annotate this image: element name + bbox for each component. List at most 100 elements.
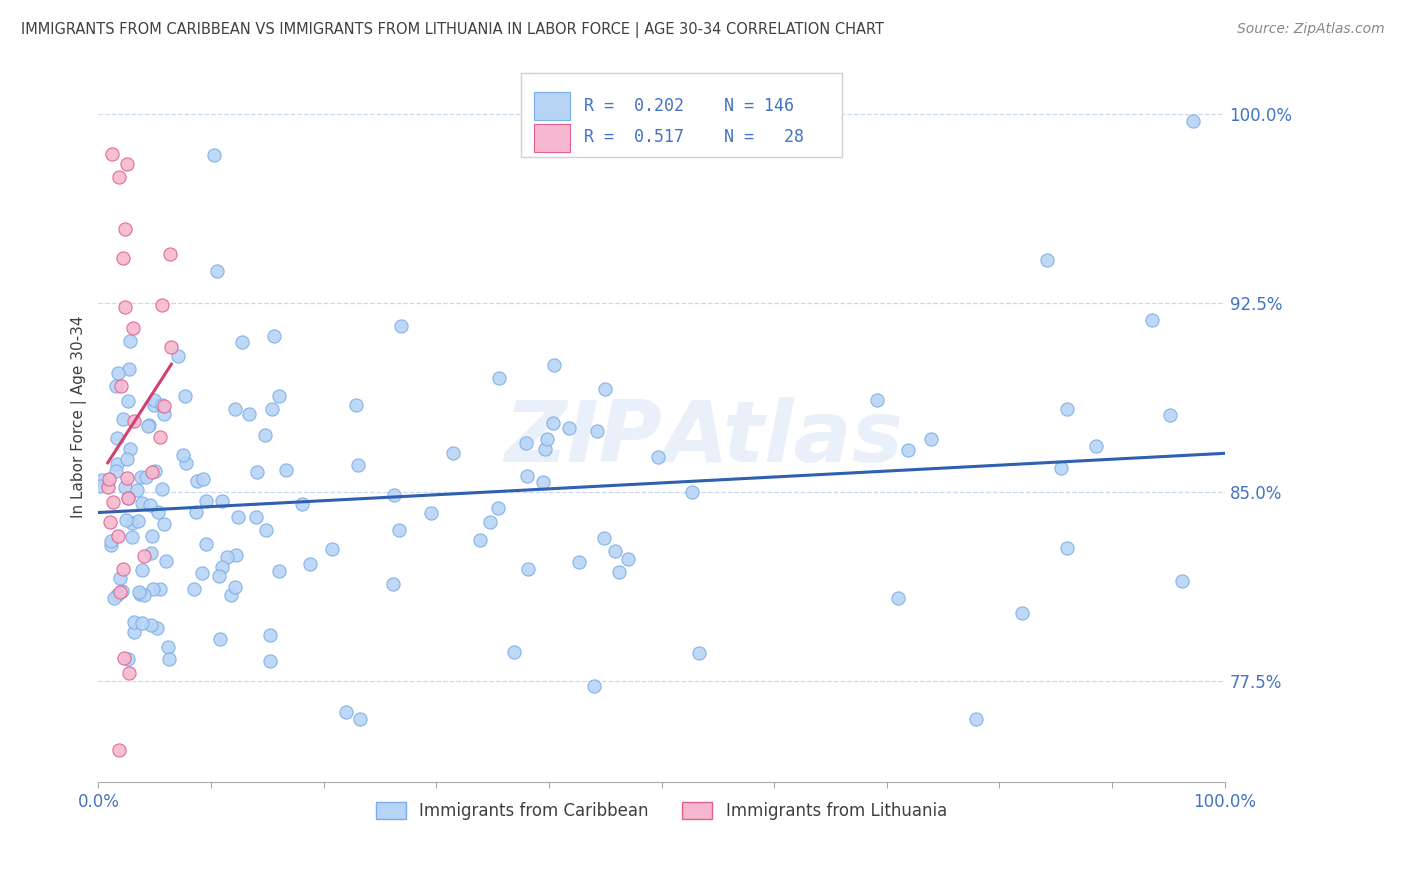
Point [221,588,243,602]
Point [117,394,139,409]
Point [346,458,368,473]
Text: Atlas: Atlas [662,397,904,480]
Point [568,555,591,569]
Point [122,321,145,335]
Point [1159,408,1181,422]
Point [136,419,159,434]
Bar [534,124,571,152]
Point [605,544,627,558]
Point [224,401,246,416]
Point [267,564,290,578]
Point [115,471,138,485]
Point [335,705,357,719]
Point [253,428,276,442]
Point [516,468,538,483]
Point [115,157,138,171]
Point [131,470,153,484]
Point [1182,114,1205,128]
Point [479,515,502,529]
Point [117,491,139,506]
Point [141,529,163,543]
Point [1084,439,1107,453]
Point [101,495,124,509]
Point [291,497,314,511]
Point [183,582,205,597]
Point [211,560,233,574]
Point [100,516,122,530]
Point [121,516,143,530]
Point [112,650,135,665]
Point [149,430,172,444]
Point [101,147,124,161]
Point [156,640,179,654]
Point [965,712,987,726]
Point [191,472,214,486]
Text: ZIP: ZIP [503,397,662,480]
Bar [534,93,571,120]
Point [155,554,177,568]
Point [389,318,412,333]
Point [262,402,284,417]
Point [107,366,129,380]
Point [105,588,128,602]
Point [141,465,163,479]
Point [887,591,910,606]
Point [91,474,114,488]
Legend: Immigrants from Caribbean, Immigrants from Lithuania: Immigrants from Caribbean, Immigrants fr… [370,795,953,827]
Point [132,588,155,602]
Point [108,585,131,599]
Point [152,517,174,532]
Point [131,496,153,510]
Point [143,398,166,412]
Point [111,412,134,426]
Point [127,514,149,528]
Point [543,358,565,372]
Point [866,392,889,407]
Point [211,493,233,508]
Text: R =  0.517    N =   28: R = 0.517 N = 28 [583,128,804,146]
Point [582,680,605,694]
Point [517,562,540,576]
Point [104,379,127,393]
Point [105,431,128,445]
Point [557,421,579,435]
Point [139,498,162,512]
Point [502,645,524,659]
Point [111,584,134,599]
Point [382,488,405,502]
Point [117,362,139,376]
Point [104,464,127,478]
Point [595,382,617,396]
Point [441,446,464,460]
Point [142,582,165,597]
Point [128,584,150,599]
Point [174,389,197,403]
Point [419,506,441,520]
Point [139,546,162,560]
Point [110,379,132,393]
Point [111,562,134,576]
Point [191,566,214,580]
Point [122,414,145,428]
Point [246,465,269,479]
Point [259,628,281,642]
Point [134,549,156,563]
Point [274,463,297,477]
Text: Source: ZipAtlas.com: Source: ZipAtlas.com [1237,22,1385,37]
Point [607,566,630,580]
Point [1011,607,1033,621]
Point [117,491,139,505]
Point [897,443,920,458]
Point [107,169,129,184]
Point [186,475,208,489]
Point [586,424,609,438]
Point [122,624,145,639]
Point [97,480,120,494]
Point [145,621,167,635]
Point [592,531,614,545]
Point [536,432,558,446]
Point [107,457,129,471]
Point [534,442,557,456]
Point [238,407,260,421]
Point [100,534,122,549]
